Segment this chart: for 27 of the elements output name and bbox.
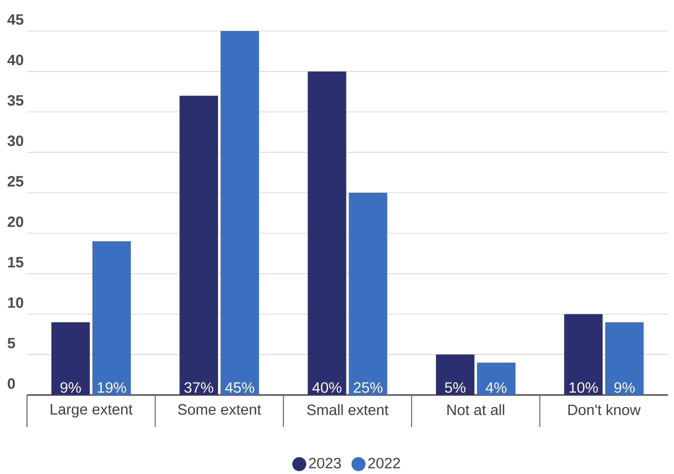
legend-label: 2023 (309, 458, 341, 468)
data-label: 9% (60, 382, 81, 393)
y-tick-label: 35 (8, 95, 24, 106)
y-tick-label: 25 (8, 176, 24, 187)
data-label: 4% (486, 382, 506, 393)
data-label: 40% (312, 382, 342, 393)
y-tick-label: 20 (8, 216, 24, 228)
data-label: 5% (444, 382, 466, 393)
x-tick-label: Some extent (178, 404, 262, 415)
data-label: 37% (184, 382, 214, 393)
y-tick-label: 40 (7, 54, 24, 66)
data-label: 25% (354, 382, 382, 393)
x-tick-label: Large extent (50, 404, 133, 418)
data-label: 19% (98, 382, 126, 393)
data-label: 9% (614, 382, 635, 393)
legend-label: 2022 (368, 458, 400, 468)
x-tick-label: Small extent (307, 404, 388, 416)
y-tick-label: 10 (8, 297, 24, 308)
y-tick-label: 30 (8, 136, 24, 146)
x-tick-label: Not at all (447, 404, 504, 416)
y-tick-label: 0 (8, 378, 15, 389)
y-tick-label: 45 (7, 14, 24, 25)
data-label: 10% (570, 382, 598, 393)
data-label: 45% (225, 382, 254, 393)
y-tick-label: 15 (8, 257, 24, 268)
x-tick-label: Don't know (568, 404, 641, 416)
y-tick-label: 5 (8, 338, 16, 348)
